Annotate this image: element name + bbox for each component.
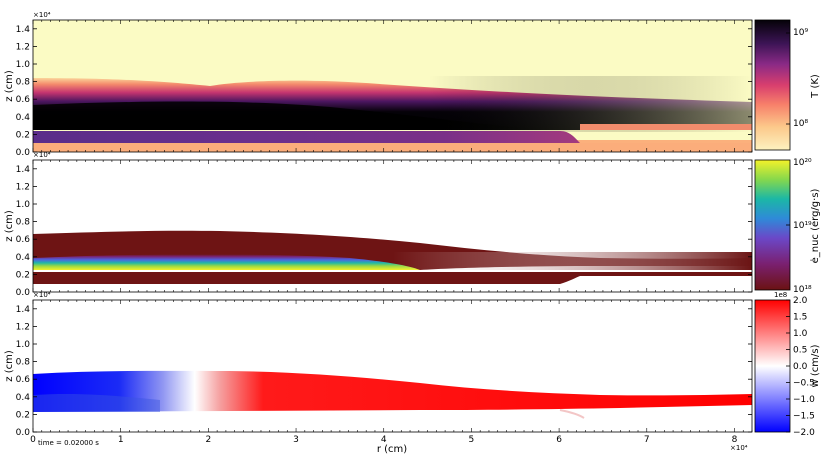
- colorbar-energy: [754, 159, 791, 291]
- y-tick-label: 1.0: [16, 340, 31, 350]
- panel-temperature: 0.0 0.2 0.4 0.6 0.8 1.0 1.2 1.4 ×10⁴ z (cm) 10⁹…: [4, 11, 821, 158]
- x-tick-label: 1: [118, 435, 124, 445]
- y-tick-label: 0.0: [16, 148, 31, 158]
- y-tick-label: 0.8: [16, 358, 31, 368]
- colorbar-tick-label: −1.5: [793, 412, 815, 422]
- colorbar-tick-label: 1.5: [793, 313, 807, 323]
- colorbar-label: ė_nuc (erg/g·s): [810, 188, 821, 263]
- y-tick-label: 1.0: [16, 60, 31, 70]
- y-tick-label: 0.0: [16, 288, 31, 298]
- colorbar-tick-label: −2.0: [793, 428, 815, 438]
- colorbar-offset: 1e8: [774, 291, 787, 299]
- colorbar-tick: 10⁹: [793, 28, 808, 38]
- y-axis-label: z (cm): [4, 70, 15, 102]
- y-tick-label: 0.6: [16, 95, 31, 105]
- colorbar-tick: 10¹⁸: [793, 285, 812, 295]
- panel-energy-generation: 0.0 0.2 0.4 0.6 0.8 1.0 1.2 1.4 ×10⁴ z (cm) 10²…: [4, 151, 821, 298]
- y-multiplier: ×10⁴: [33, 151, 51, 159]
- y-tick-label: 0.2: [16, 130, 30, 140]
- temperature-fuel-layer: [33, 131, 580, 143]
- y-tick-label: 1.2: [16, 42, 30, 52]
- colorbar-tick-label: 2.0: [793, 296, 808, 306]
- y-tick-label: 1.4: [16, 305, 31, 315]
- x-tick-label: 8: [732, 435, 738, 445]
- burning-lower-layer: [33, 272, 752, 284]
- y-tick-label: 1.2: [16, 322, 30, 332]
- y-tick-label: 0.4: [16, 253, 31, 263]
- y-axis-label: z (cm): [4, 350, 15, 382]
- y-tick-label: 0.8: [16, 78, 31, 88]
- colorbar-tick: 10²⁰: [793, 158, 812, 168]
- time-annotation: time = 0.02000 s: [38, 439, 99, 447]
- x-axis-label: r (cm): [377, 444, 407, 455]
- y-tick-label: 0.4: [16, 393, 31, 403]
- x-tick-label: 0: [30, 435, 36, 445]
- colorbar-tick-label: 1.0: [793, 329, 808, 339]
- y-tick-label: 1.0: [16, 200, 31, 210]
- y-axis-label: z (cm): [4, 210, 15, 242]
- x-tick-label: 3: [293, 435, 299, 445]
- y-tick-label: 0.2: [16, 410, 30, 420]
- x-tick-label: 6: [556, 435, 562, 445]
- colorbar-tick-label: 0.0: [793, 362, 808, 372]
- x-tick-label: 7: [644, 435, 650, 445]
- colorbar-tick-label: −0.5: [793, 379, 815, 389]
- velocity-field: [33, 370, 752, 412]
- colorbar-tick: 10¹⁹: [793, 221, 812, 231]
- x-tick-label: 5: [469, 435, 475, 445]
- y-tick-label: 0.6: [16, 235, 31, 245]
- colorbar-label: T (K): [810, 74, 821, 99]
- y-tick-label: 0.6: [16, 375, 31, 385]
- y-tick-label: 1.4: [16, 25, 31, 35]
- colorbar-temperature: [754, 19, 791, 151]
- colorbar-tick: 10⁸: [793, 119, 808, 129]
- colorbar-tick-label: −1.0: [793, 395, 815, 405]
- colorbar-velocity: [754, 299, 791, 433]
- y-tick-label: 0.8: [16, 218, 31, 228]
- x-tick-label: 2: [205, 435, 211, 445]
- y-multiplier: ×10⁴: [33, 291, 51, 299]
- y-multiplier: ×10⁴: [33, 11, 51, 19]
- x-multiplier: ×10⁴: [730, 444, 748, 452]
- y-tick-label: 1.4: [16, 165, 31, 175]
- y-tick-label: 0.4: [16, 113, 31, 123]
- colorbar-tick-label: 0.5: [793, 346, 807, 356]
- x-tick-label: 4: [381, 435, 387, 445]
- y-tick-label: 0.0: [16, 428, 31, 438]
- y-tick-label: 0.2: [16, 270, 30, 280]
- colorbar-label: w (cm/s): [810, 344, 821, 387]
- y-tick-label: 1.2: [16, 182, 30, 192]
